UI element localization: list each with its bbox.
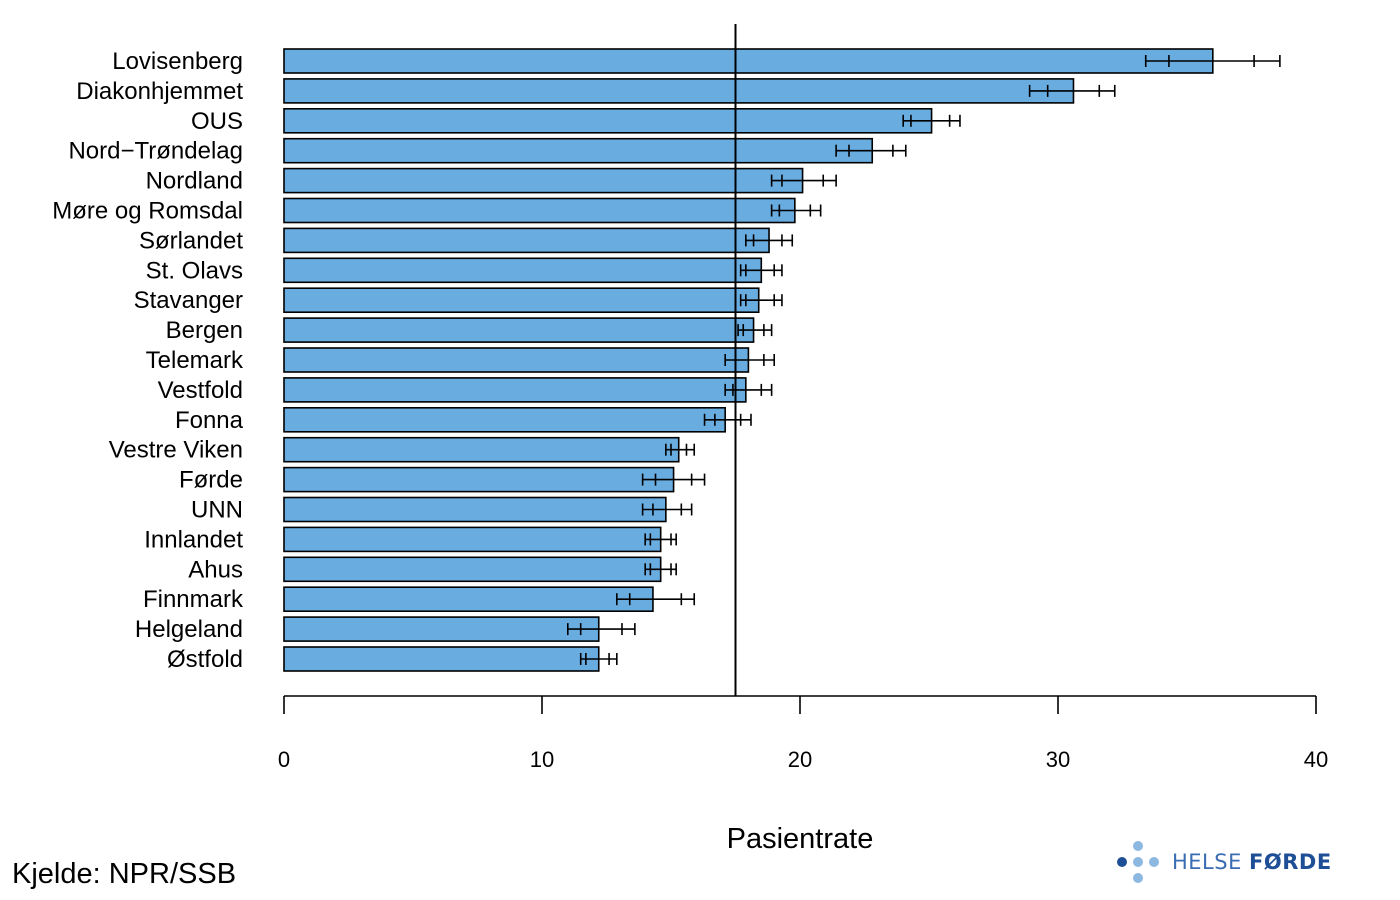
bar-lovisenberg xyxy=(283,48,1214,74)
error-bar-m-re-og-romsdal xyxy=(770,204,822,217)
bar-vestfold xyxy=(283,377,747,403)
x-tick-label-20: 20 xyxy=(788,747,812,772)
bar-innlandet xyxy=(283,526,662,553)
category-label-telemark: Telemark xyxy=(146,347,244,374)
error-bar-helgeland xyxy=(566,623,636,636)
error-bar-innlandet xyxy=(644,533,677,546)
category-label-bergen: Bergen xyxy=(166,317,243,344)
error-bar-vestre-viken xyxy=(665,443,696,456)
bar-s-rlandet xyxy=(283,227,770,254)
bar-nordland xyxy=(283,167,804,194)
error-bar-stfold xyxy=(579,653,618,665)
category-label-ous: OUS xyxy=(191,108,243,135)
logo-dot-top xyxy=(1133,841,1143,851)
logo-dot-left xyxy=(1117,857,1127,867)
bar-unn xyxy=(283,496,667,523)
error-bar-diakonhjemmet xyxy=(1028,84,1116,97)
error-bar-nordland xyxy=(770,174,837,187)
bar-stavanger xyxy=(283,287,760,314)
category-label-fonna: Fonna xyxy=(175,407,244,434)
logo-dots-icon xyxy=(1116,840,1164,888)
logo-wordmark: HELSE FØRDE xyxy=(1172,850,1332,874)
category-label-stavanger: Stavanger xyxy=(134,287,243,314)
bar-stfold xyxy=(283,646,600,672)
x-axis-title: Pasientrate xyxy=(727,823,874,855)
bar-helgeland xyxy=(283,616,600,642)
bar-nord-tr-ndelag xyxy=(283,137,874,164)
category-label-f-rde: Førde xyxy=(179,467,243,494)
error-bar-telemark xyxy=(724,354,776,366)
error-bar-finnmark xyxy=(616,593,696,606)
x-tick-label-10: 10 xyxy=(530,747,554,772)
error-bar-lovisenberg xyxy=(1144,55,1281,67)
category-label-m-re-og-romsdal: Møre og Romsdal xyxy=(52,198,243,225)
error-bar-fonna xyxy=(703,413,752,426)
bar-diakonhjemmet xyxy=(283,78,1075,104)
category-label-ahus: Ahus xyxy=(188,556,243,583)
error-bar-stavanger xyxy=(739,294,783,307)
category-label-st-olavs: St. Olavs xyxy=(146,257,243,284)
error-bars xyxy=(566,55,1281,665)
bar-telemark xyxy=(283,347,750,373)
category-label-s-rlandet: Sørlandet xyxy=(139,227,243,254)
logo-dot-right xyxy=(1149,857,1159,867)
error-bar-ous xyxy=(902,114,961,127)
bar-bergen xyxy=(283,317,755,343)
error-bar-ahus xyxy=(644,563,677,576)
logo-dot-bottom xyxy=(1133,873,1143,883)
category-label-nordland: Nordland xyxy=(146,168,243,195)
category-label-diakonhjemmet: Diakonhjemmet xyxy=(76,78,243,105)
x-axis: 0 10 20 30 40 xyxy=(278,695,1328,772)
source-note: Kjelde: NPR/SSB xyxy=(12,858,237,890)
bar-ous xyxy=(283,108,933,134)
category-label-vestre-viken: Vestre Viken xyxy=(109,437,243,464)
error-bar-unn xyxy=(641,503,693,516)
category-label-finnmark: Finnmark xyxy=(143,586,244,613)
error-bar-s-rlandet xyxy=(745,234,794,247)
bar-st-olavs xyxy=(283,257,763,284)
category-label-helgeland: Helgeland xyxy=(135,616,243,643)
error-bar-f-rde xyxy=(641,473,706,486)
logo-word-helse: HELSE xyxy=(1172,850,1250,874)
category-label-unn: UNN xyxy=(191,497,243,524)
error-bar-nord-tr-ndelag xyxy=(835,144,907,157)
bar-finnmark xyxy=(283,586,654,613)
bar-f-rde xyxy=(283,466,675,493)
category-label-nord-tr-ndelag: Nord−Trøndelag xyxy=(68,138,243,165)
error-bar-bergen xyxy=(737,324,773,337)
x-tick-label-30: 30 xyxy=(1046,747,1070,772)
logo-dot-center xyxy=(1133,857,1143,867)
x-tick-label-0: 0 xyxy=(278,747,290,772)
category-label-vestfold: Vestfold xyxy=(158,377,243,404)
bar-fonna xyxy=(283,406,726,433)
bar-vestre-viken xyxy=(283,436,680,463)
bar-m-re-og-romsdal xyxy=(283,197,796,224)
error-bar-st-olavs xyxy=(739,264,783,277)
category-label-lovisenberg: Lovisenberg xyxy=(112,48,243,75)
logo-word-forde: FØRDE xyxy=(1249,850,1332,874)
category-label-innlandet: Innlandet xyxy=(144,526,243,553)
bars-group xyxy=(283,48,1214,672)
x-tick-label-40: 40 xyxy=(1304,747,1328,772)
bar-ahus xyxy=(283,556,662,583)
category-label-stfold: Østfold xyxy=(167,646,243,673)
category-labels: Lovisenberg Diakonhjemmet OUS Nord−Trøndela… xyxy=(52,48,244,673)
error-bar-vestfold xyxy=(724,383,773,396)
helse-forde-logo: HELSE FØRDE xyxy=(1116,840,1336,888)
